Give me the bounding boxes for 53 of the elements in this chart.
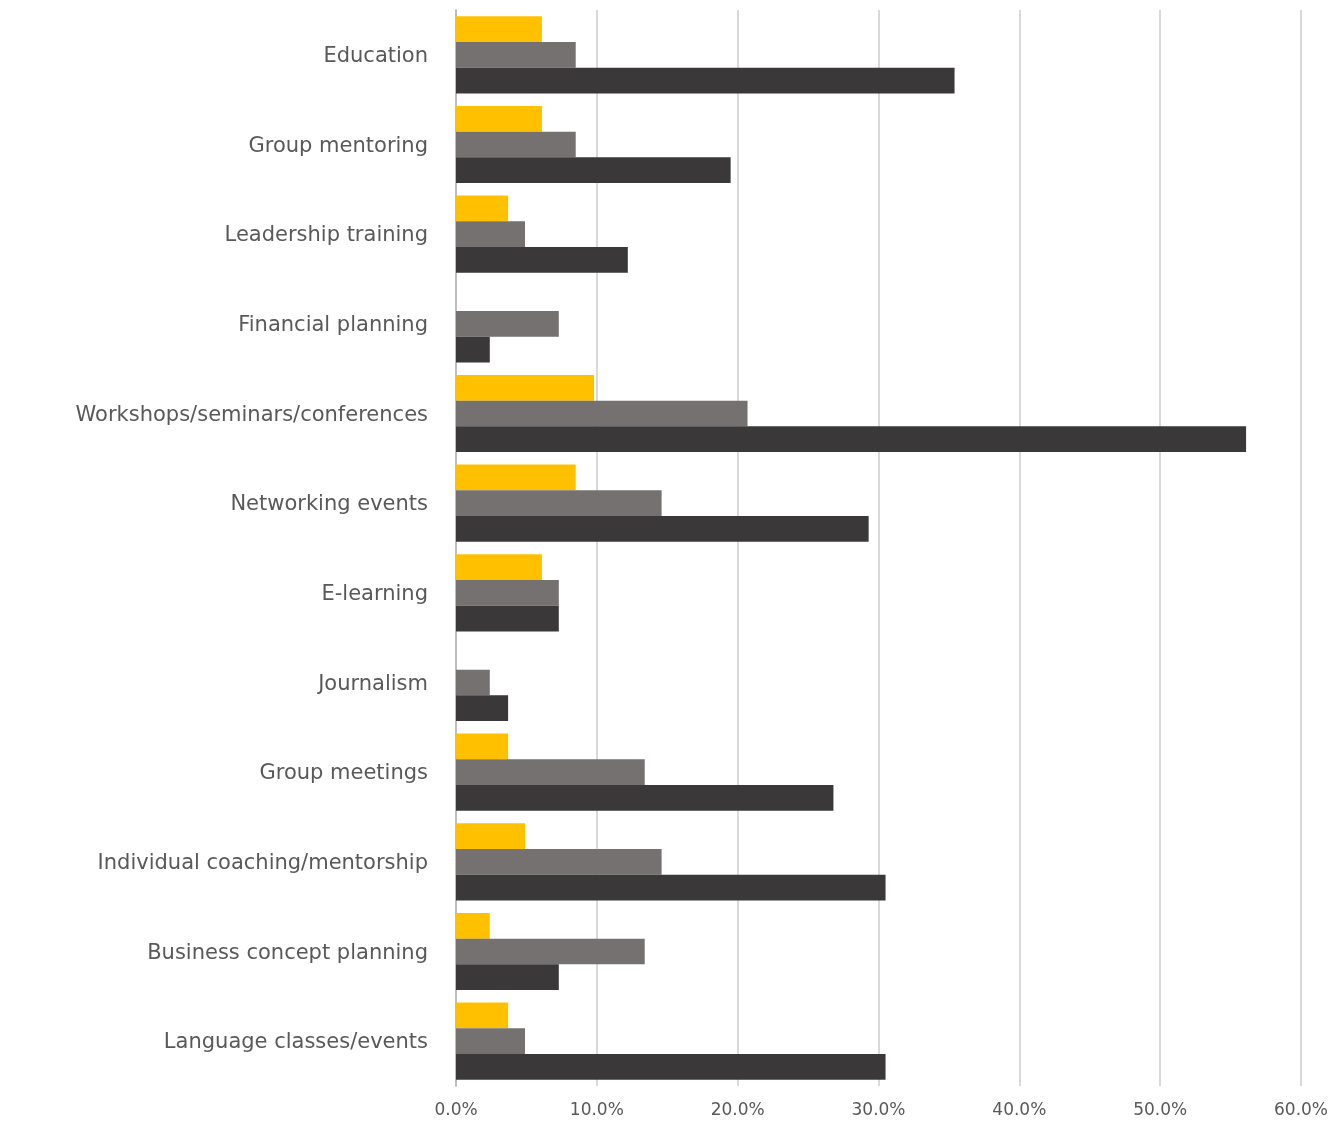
bar bbox=[456, 964, 559, 991]
bar bbox=[456, 848, 662, 875]
bar bbox=[456, 490, 662, 517]
bar bbox=[456, 16, 542, 42]
bar bbox=[456, 912, 490, 939]
bar bbox=[456, 426, 1247, 453]
x-tick-label: 60.0% bbox=[1273, 1098, 1329, 1119]
y-tick-label: E-learning bbox=[321, 580, 428, 605]
y-tick-label: Group mentoring bbox=[248, 132, 428, 157]
bar bbox=[456, 247, 628, 273]
bar bbox=[456, 374, 595, 401]
y-tick-label: Individual coaching/mentorship bbox=[97, 849, 428, 874]
x-tick-label: 10.0% bbox=[569, 1098, 624, 1119]
bar bbox=[456, 938, 645, 965]
bar bbox=[456, 823, 526, 849]
bar bbox=[456, 221, 526, 248]
y-tick-label: Networking events bbox=[230, 491, 428, 516]
bar bbox=[456, 669, 490, 696]
y-tick-label: Group meetings bbox=[259, 760, 428, 785]
bar bbox=[456, 336, 490, 363]
bar bbox=[456, 1054, 886, 1080]
x-tick-label: 20.0% bbox=[710, 1098, 765, 1119]
bar bbox=[456, 785, 834, 811]
bar bbox=[456, 695, 509, 722]
bar bbox=[456, 579, 559, 606]
bar bbox=[456, 733, 509, 760]
y-tick-label: Workshops/seminars/conferences bbox=[75, 401, 428, 426]
x-tick-label: 0.0% bbox=[434, 1098, 478, 1119]
bar bbox=[456, 157, 731, 184]
y-tick-label: Financial planning bbox=[238, 311, 428, 336]
x-tick-label: 30.0% bbox=[851, 1098, 906, 1119]
bar bbox=[456, 41, 576, 68]
bar bbox=[456, 400, 748, 427]
bar bbox=[456, 874, 886, 901]
y-tick-label: Business concept planning bbox=[147, 939, 428, 964]
bar bbox=[456, 67, 955, 94]
x-tick-label: 40.0% bbox=[992, 1098, 1047, 1119]
bar bbox=[456, 605, 559, 632]
bar bbox=[456, 310, 559, 337]
y-tick-label: Language classes/events bbox=[163, 1029, 428, 1054]
bar bbox=[456, 759, 645, 786]
y-tick-label: Journalism bbox=[316, 670, 428, 695]
y-tick-label: Education bbox=[323, 42, 428, 67]
bar bbox=[456, 1002, 509, 1029]
bar bbox=[456, 464, 576, 491]
bar bbox=[456, 554, 542, 580]
bar bbox=[456, 105, 542, 132]
bar bbox=[456, 516, 869, 542]
bar bbox=[456, 131, 576, 158]
bar bbox=[456, 1028, 526, 1055]
x-tick-label: 50.0% bbox=[1133, 1098, 1188, 1119]
bar bbox=[456, 195, 509, 222]
y-tick-label: Leadership training bbox=[224, 222, 428, 247]
